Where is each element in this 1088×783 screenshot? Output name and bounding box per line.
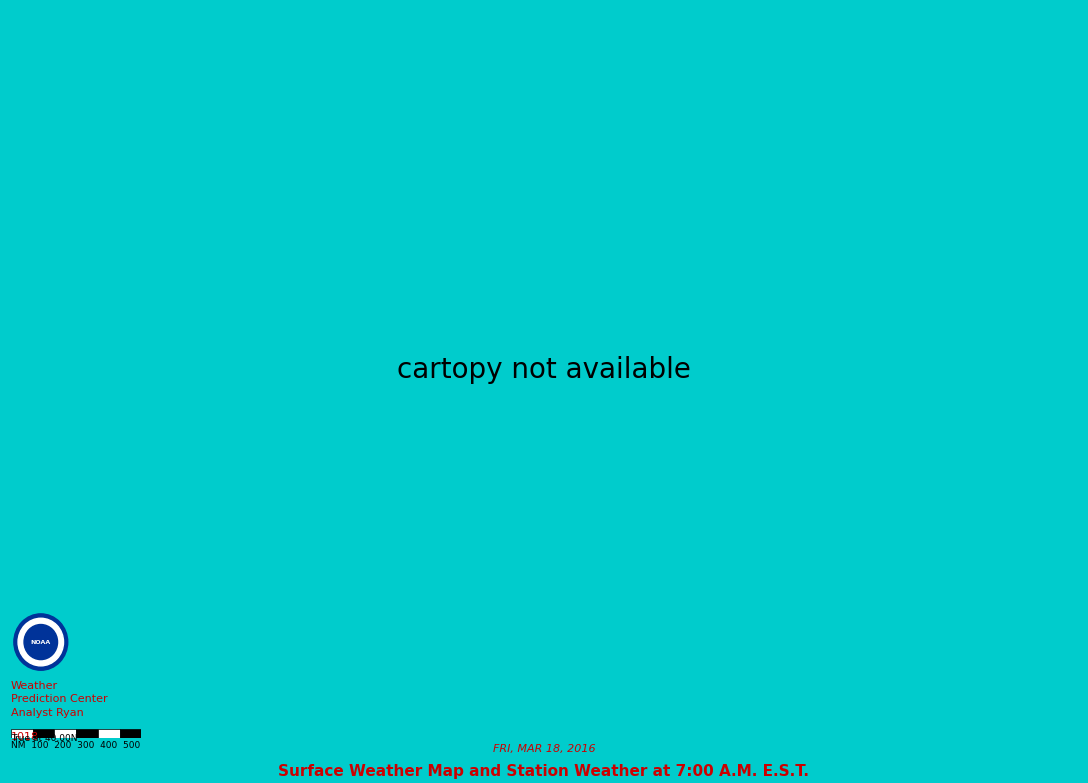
Circle shape xyxy=(14,614,67,670)
Bar xyxy=(76,729,98,738)
Bar xyxy=(11,729,33,738)
Bar xyxy=(54,729,76,738)
Text: 1018: 1018 xyxy=(11,732,39,742)
Text: NOAA: NOAA xyxy=(30,640,51,644)
Text: FRI, MAR 18, 2016: FRI, MAR 18, 2016 xyxy=(493,744,595,754)
Text: Weather
Prediction Center
Analyst Ryan: Weather Prediction Center Analyst Ryan xyxy=(11,681,108,717)
Bar xyxy=(33,729,54,738)
Text: NM  100  200  300  400  500: NM 100 200 300 400 500 xyxy=(11,741,140,749)
Text: cartopy not available: cartopy not available xyxy=(397,356,691,384)
Circle shape xyxy=(24,625,58,659)
Text: True at 40.00N: True at 40.00N xyxy=(11,734,77,743)
Text: Surface Weather Map and Station Weather at 7:00 A.M. E.S.T.: Surface Weather Map and Station Weather … xyxy=(279,764,809,779)
Circle shape xyxy=(18,619,63,666)
Bar xyxy=(120,729,141,738)
Bar xyxy=(98,729,120,738)
